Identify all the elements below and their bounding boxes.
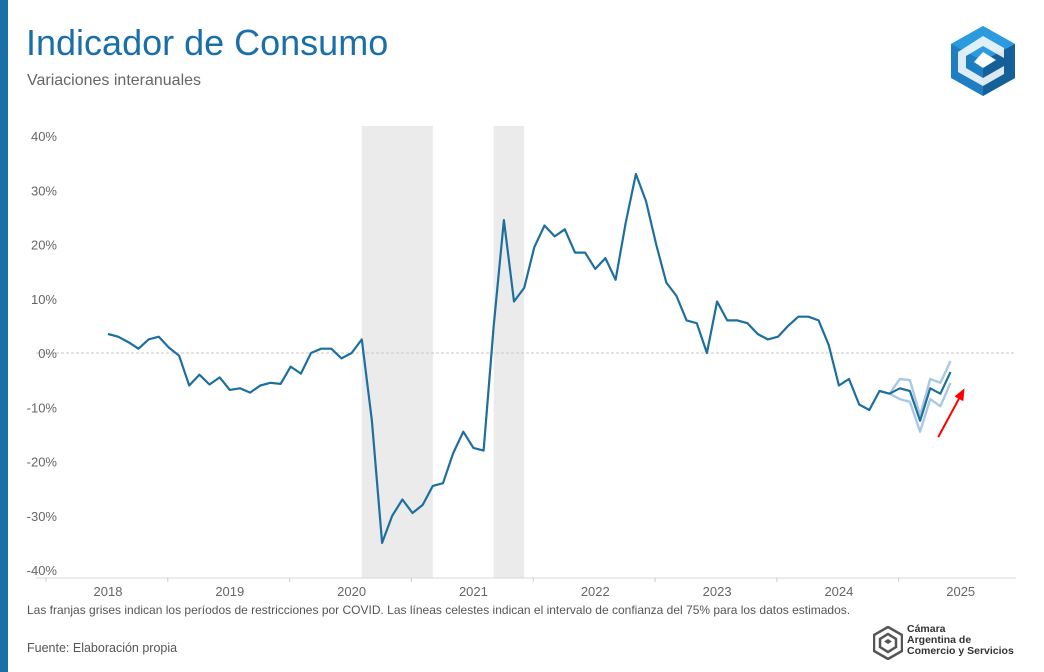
x-tick-label: 2024 (824, 584, 853, 599)
series-line-ci-lower (889, 382, 952, 433)
y-tick-label: -10% (27, 400, 58, 415)
brand-logo-icon (951, 26, 1015, 96)
org-logo-icon (873, 626, 903, 660)
org-name-line: Cámara (907, 623, 946, 635)
x-tick-label: 2019 (215, 584, 244, 599)
y-tick-label: -30% (27, 509, 58, 524)
org-name-line: Comercio y Servicios (907, 645, 1014, 657)
page-title: Indicador de Consumo (26, 22, 389, 63)
source-note: Fuente: Elaboración propia (27, 641, 178, 655)
x-tick-label: 2025 (946, 584, 975, 599)
y-tick-label: -40% (27, 563, 58, 578)
org-name-line: Argentina de (907, 634, 972, 646)
x-tick-label: 2020 (337, 584, 366, 599)
covid-band (361, 126, 433, 578)
page-subtitle: Variaciones interanuales (27, 72, 202, 89)
x-tick-marks (45, 578, 900, 582)
covid-band (493, 126, 525, 578)
series-layer (107, 172, 952, 545)
covid-shading (361, 126, 525, 578)
x-tick-label: 2022 (581, 584, 610, 599)
x-tick-label: 2018 (94, 584, 123, 599)
y-tick-label: 20% (31, 238, 57, 253)
y-tick-label: 40% (31, 129, 57, 144)
x-tick-label: 2021 (459, 584, 488, 599)
y-tick-label: 10% (31, 292, 57, 307)
y-tick-label: 30% (31, 183, 57, 198)
accent-bar (0, 0, 8, 672)
x-axis: 2018 2019 2020 2021 2022 2023 2024 2025 (94, 584, 976, 599)
series-line-estimate (107, 172, 952, 545)
y-axis: 40% 30% 20% 10% 0% -10% -20% -30% -40% (27, 129, 58, 578)
x-tick-label: 2023 (703, 584, 732, 599)
annotation-layer (937, 388, 965, 438)
series-line-ci-upper (888, 360, 952, 417)
y-tick-label: -20% (27, 455, 58, 470)
y-tick-label: 0% (38, 346, 57, 361)
annotation-arrow-head (954, 388, 965, 402)
chart-footnote: Las franjas grises indican los períodos … (27, 603, 851, 617)
org-name: Cámara Argentina de Comercio y Servicios (907, 624, 1014, 657)
annotation-arrow-shaft (937, 398, 960, 438)
